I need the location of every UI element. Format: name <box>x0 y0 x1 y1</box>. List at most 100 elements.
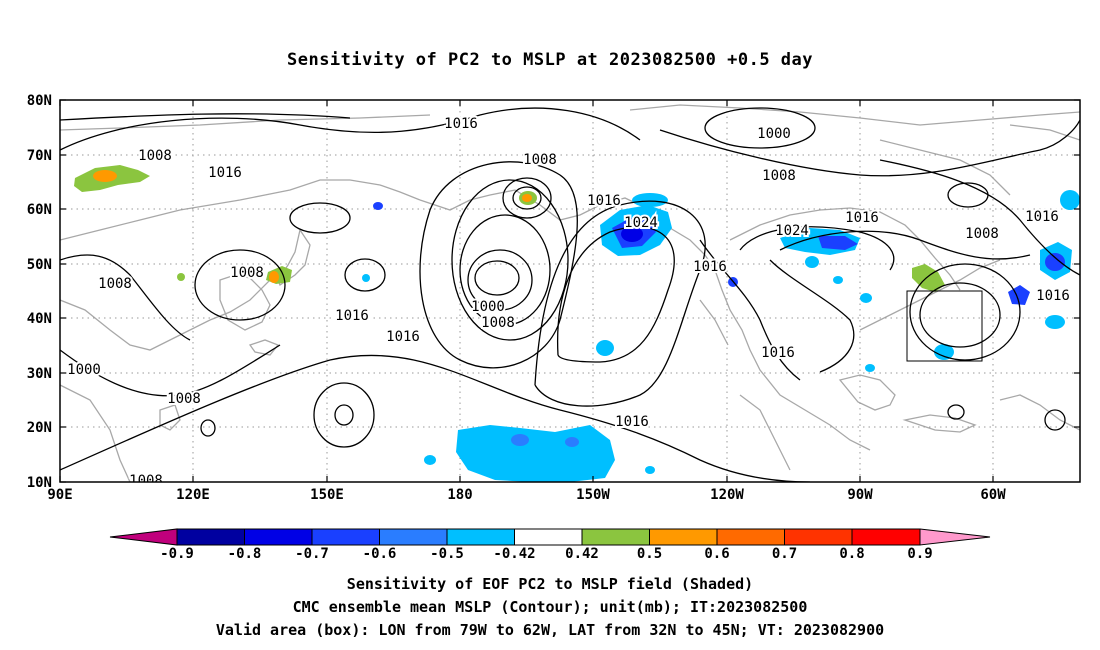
contour-label: 1016 <box>587 193 621 209</box>
contour-label: 1016 <box>615 414 649 430</box>
negative-patch <box>1045 315 1065 329</box>
contour-label: 1016 <box>693 259 727 275</box>
colorbar-swatch <box>784 528 853 546</box>
contour-label: 1016 <box>1036 288 1070 304</box>
coastlines <box>60 104 1080 482</box>
contour-label: 1016 <box>335 308 369 324</box>
colorbar-min-arrow <box>109 528 178 546</box>
valid-area-box <box>906 290 983 362</box>
lon-label: 120E <box>176 487 210 503</box>
contour-label: 1000 <box>757 126 791 142</box>
negative-patch <box>1045 253 1065 271</box>
negative-patch <box>362 274 370 282</box>
lat-label: 10N <box>27 475 52 491</box>
negative-patch <box>456 425 615 482</box>
contour-label: 1008 <box>965 226 999 242</box>
lon-label: 60W <box>980 487 1006 503</box>
contour-label: 1008 <box>762 168 796 184</box>
caption-valid-area: Valid area (box): LON from 79W to 62W, L… <box>215 621 885 639</box>
colorbar-swatch <box>244 528 313 546</box>
colorbar-label: -0.42 <box>493 546 535 562</box>
contour-label: 1016 <box>444 116 478 132</box>
contour-label: 1016 <box>761 345 795 361</box>
negative-patch <box>632 193 668 207</box>
negative-patch <box>373 202 383 210</box>
colorbar-max-arrow <box>919 528 991 546</box>
negative-patch <box>596 340 614 356</box>
colorbar-label: -0.9 <box>160 546 194 562</box>
map-title: Sensitivity of PC2 to MSLP at 2023082500… <box>286 50 813 70</box>
colorbar-label: -0.5 <box>430 546 464 562</box>
colorbar-swatch <box>716 528 785 546</box>
map-plot-area: 1016 1008 1016 1008 1000 1008 1016 1024 … <box>60 100 1080 489</box>
lat-label: 70N <box>27 148 52 164</box>
contour-label: 1008 <box>129 473 163 489</box>
colorbar-label: 0.7 <box>772 546 797 562</box>
lat-label: 40N <box>27 311 52 327</box>
contour-label: 1000 <box>67 362 101 378</box>
lon-label: 90W <box>847 487 873 503</box>
longitude-labels: 90E 120E 150E 180 150W 120W 90W 60W <box>47 487 1006 503</box>
positive-patch <box>269 271 279 283</box>
negative-patch <box>805 256 819 268</box>
colorbar-swatch <box>649 528 718 546</box>
lat-label: 80N <box>27 93 52 109</box>
colorbar-label: -0.7 <box>295 546 329 562</box>
contour-label: 1016 <box>1025 209 1059 225</box>
lat-label: 30N <box>27 366 52 382</box>
sensitivity-shading <box>74 165 1080 482</box>
contour-labels: 1016 1008 1016 1008 1000 1008 1016 1024 … <box>65 114 1072 489</box>
positive-patch <box>177 273 185 281</box>
colorbar-swatch <box>514 528 583 546</box>
contour-label: 1008 <box>481 315 515 331</box>
colorbar: -0.9 -0.8 -0.7 -0.6 -0.5 -0.42 0.42 0.5 … <box>109 528 991 562</box>
contour-label: 1016 <box>845 210 879 226</box>
negative-patch <box>424 455 436 465</box>
contour-label: 1008 <box>138 148 172 164</box>
axis-ticks <box>59 99 1080 483</box>
colorbar-swatch <box>311 528 380 546</box>
negative-patch <box>860 293 872 303</box>
colorbar-label: 0.9 <box>907 546 932 562</box>
lon-label: 180 <box>447 487 472 503</box>
lat-label: 50N <box>27 257 52 273</box>
map-frame <box>59 99 1081 483</box>
negative-patch <box>565 437 579 447</box>
negative-patch <box>833 276 843 284</box>
lon-label: 150E <box>310 487 344 503</box>
contour-label: 1024 <box>775 223 809 239</box>
colorbar-label: 0.8 <box>839 546 864 562</box>
colorbar-swatch <box>176 528 245 546</box>
colorbar-swatch <box>851 528 921 546</box>
colorbar-swatch <box>581 528 650 546</box>
colorbar-label: -0.8 <box>228 546 262 562</box>
positive-patch <box>522 194 532 202</box>
caption-contour: CMC ensemble mean MSLP (Contour); unit(m… <box>292 598 808 616</box>
positive-patch <box>93 170 117 182</box>
lon-label: 90E <box>47 487 72 503</box>
contour-label: 1016 <box>208 165 242 181</box>
contour-label: 1008 <box>98 276 132 292</box>
colorbar-label: 0.5 <box>637 546 662 562</box>
latitude-labels: 80N 70N 60N 50N 40N 30N 20N 10N <box>27 93 52 491</box>
negative-patch <box>645 466 655 474</box>
contour-label: 1000 <box>471 299 505 315</box>
contour-label: 1008 <box>523 152 557 168</box>
caption-shading: Sensitivity of EOF PC2 to MSLP field (Sh… <box>346 575 754 593</box>
lat-label: 60N <box>27 202 52 218</box>
mslp-contours <box>60 107 1080 482</box>
negative-patch <box>621 226 643 242</box>
contour-label: 1008 <box>230 265 264 281</box>
colorbar-label: 0.42 <box>565 546 599 562</box>
colorbar-swatch <box>446 528 515 546</box>
contour-label: 1016 <box>386 329 420 345</box>
negative-patch <box>818 236 858 250</box>
colorbar-swatch <box>379 528 448 546</box>
negative-patch <box>1060 190 1080 210</box>
negative-patch <box>865 364 875 372</box>
lon-label: 150W <box>576 487 610 503</box>
contour-label: 1024 <box>624 215 658 231</box>
negative-patch <box>511 434 529 446</box>
lat-label: 20N <box>27 420 52 436</box>
